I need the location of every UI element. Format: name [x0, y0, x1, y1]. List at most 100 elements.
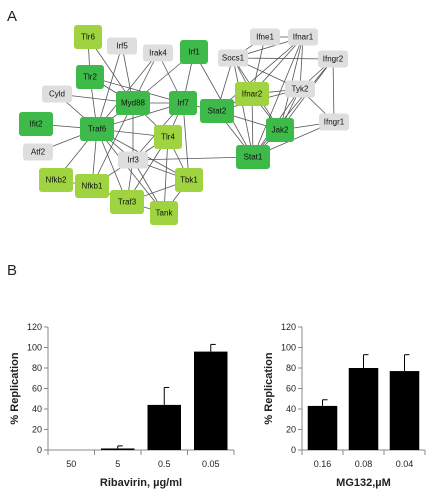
bar-0.5: [147, 404, 181, 450]
node-box: [143, 44, 173, 62]
panel-a-label: A: [7, 8, 18, 25]
node-box: [150, 201, 178, 225]
node-box: [200, 99, 234, 123]
mg132-chart: 0 20 40 60 80 100 120 0.16 0.08 0.04 MG132,µM % Rep…: [263, 322, 426, 489]
node-label: Socs1: [222, 54, 245, 63]
node-label: Tlr4: [161, 133, 175, 142]
node-jak2: Jak2: [266, 118, 294, 142]
node-box: [110, 190, 144, 214]
node-box: [218, 49, 248, 67]
y-tick-label: 100: [281, 343, 296, 353]
node-label: Traf3: [118, 198, 137, 207]
node-box: [39, 168, 73, 192]
node-label: Stat1: [244, 153, 263, 162]
y-tick-label: 120: [27, 322, 42, 332]
node-label: Irf1: [188, 48, 200, 57]
node-ifnar2: Ifnar2: [235, 82, 269, 106]
y-tick-label: 60: [286, 384, 296, 394]
bar-0.16: [307, 405, 338, 450]
node-box: [288, 28, 318, 46]
node-label: Myd88: [121, 99, 146, 108]
edge-traf6-traf3: [96, 128, 128, 203]
edge-stat2-ifnar1: [216, 36, 304, 112]
node-box: [180, 40, 208, 64]
node-box: [318, 50, 348, 68]
node-ifngr1: Ifngr1: [319, 113, 349, 131]
y-tick-label: 120: [281, 322, 296, 332]
node-irak4: Irak4: [143, 44, 173, 62]
node-tyk2: Tyk2: [285, 80, 315, 98]
node-label: Tank: [156, 209, 174, 218]
node-box: [19, 112, 53, 136]
node-label: Nfkb1: [82, 182, 103, 191]
x-tick-label: 0.05: [202, 459, 220, 469]
node-stat1: Stat1: [236, 145, 270, 169]
node-atf2: Atf2: [23, 143, 53, 161]
edge-ifnar1-stat1: [252, 36, 304, 158]
node-box: [74, 25, 102, 49]
node-tlr4: Tlr4: [154, 125, 182, 149]
node-box: [23, 143, 53, 161]
node-label: Irf7: [177, 99, 189, 108]
node-box: [76, 65, 104, 89]
panel-b-label: B: [7, 262, 18, 279]
edge-ifngr2-stat1: [252, 58, 334, 158]
y-tick-label: 0: [291, 445, 296, 455]
node-label: Traf6: [88, 125, 107, 134]
x-axis-title: MG132,µM: [336, 477, 391, 489]
node-label: Ifne1: [256, 33, 274, 42]
x-tick-label: 0.5: [158, 459, 171, 469]
node-label: Ifngr1: [324, 118, 345, 127]
node-label: Irf5: [116, 42, 128, 51]
node-label: Stat2: [208, 107, 227, 116]
edge-ifnar1-tyk2: [299, 36, 304, 90]
node-box: [169, 91, 197, 115]
node-label: Ifngr2: [323, 55, 344, 64]
node-stat2: Stat2: [200, 99, 234, 123]
node-label: Cyld: [49, 90, 65, 99]
x-tick-label: 5: [115, 459, 120, 469]
edge-tlr4-tank: [163, 136, 169, 214]
x-axis-title: Ribavirin, µg/ml: [100, 477, 182, 489]
x-tick-label: 0.04: [396, 459, 414, 469]
node-socs1: Socs1: [218, 49, 248, 67]
node-cyld: Cyld: [42, 85, 72, 103]
y-axis-title: % Replication: [263, 352, 275, 424]
y-axis-title: % Replication: [9, 352, 21, 424]
y-tick-label: 40: [286, 404, 296, 414]
node-label: Ifnar1: [293, 33, 314, 42]
node-traf6: Traf6: [80, 117, 114, 141]
node-tbk1: Tbk1: [175, 168, 203, 192]
node-box: [107, 37, 137, 55]
node-irf7: Irf7: [169, 91, 197, 115]
edge-irf7-tbk1: [182, 102, 190, 181]
node-box: [250, 28, 280, 46]
node-box: [285, 80, 315, 98]
edge-traf6-tank: [96, 128, 165, 214]
node-nfkb1: Nfkb1: [75, 174, 109, 198]
node-box: [118, 151, 148, 169]
node-box: [175, 168, 203, 192]
edge-socs1-stat1: [232, 57, 254, 158]
edge-myd88-nfkb1: [91, 102, 134, 187]
node-label: Irak4: [149, 49, 167, 58]
node-box: [319, 113, 349, 131]
node-irf1: Irf1: [180, 40, 208, 64]
node-label: Ifit2: [30, 120, 43, 129]
edge-socs1-ifngr2: [232, 57, 334, 60]
node-irf5: Irf5: [107, 37, 137, 55]
node-label: Tlr6: [81, 33, 95, 42]
node-ifnar1: Ifnar1: [288, 28, 318, 46]
node-ifngr2: Ifngr2: [318, 50, 348, 68]
node-box: [236, 145, 270, 169]
node-box: [154, 125, 182, 149]
node-myd88: Myd88: [116, 91, 150, 115]
node-tlr6: Tlr6: [74, 25, 102, 49]
bar-0.05: [194, 351, 228, 450]
edge-stat1-irf3: [132, 156, 254, 161]
node-nfkb2: Nfkb2: [39, 168, 73, 192]
y-tick-label: 20: [286, 425, 296, 435]
node-label: Nfkb2: [46, 176, 67, 185]
y-tick-label: 80: [286, 363, 296, 373]
y-tick-label: 0: [37, 445, 42, 455]
